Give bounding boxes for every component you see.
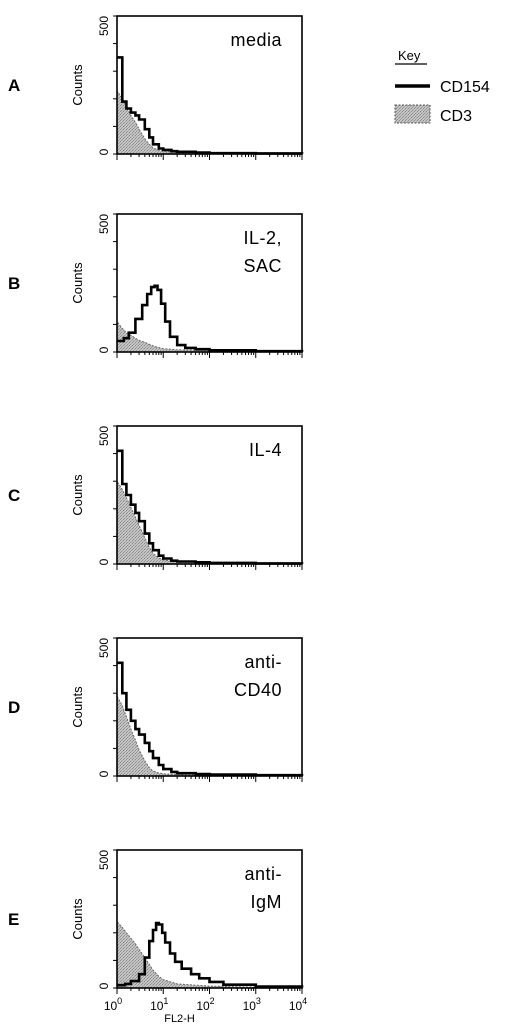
y-tick-label-max: 500 [97,16,111,36]
y-axis-label: Counts [70,686,85,728]
condition-label: IL-4 [249,440,282,460]
condition-label: CD40 [234,680,282,700]
x-tick-label: 101 [150,996,168,1013]
plot-frame [116,425,303,565]
panel-c: C Counts 500 0 IL-4 [8,425,304,570]
key-legend: Key CD154 CD3 [394,48,490,125]
key-cd154-label: CD154 [440,79,490,96]
key-cd3-label: CD3 [440,108,472,125]
condition-label: anti- [244,864,282,884]
x-axis-label: FL2-H [164,1013,195,1025]
condition-label: SAC [243,256,282,276]
panel-b: B Counts 500 0 IL-2, SAC [8,213,304,358]
y-tick-label-max: 500 [97,426,111,446]
series-cd3-area [116,479,303,565]
panel-letter: C [8,486,20,505]
series-cd154-line [117,661,304,777]
y-tick-label-min: 0 [97,770,111,777]
y-tick-label-max: 500 [97,214,111,234]
condition-label: IL-2, [243,228,282,248]
y-axis-label: Counts [70,474,85,516]
y-tick-label-min: 0 [97,558,111,565]
panel-letter: D [8,698,20,717]
panel-letter: E [8,910,19,929]
histogram-panels: A Counts 500 0 media B Counts 500 0 IL-2, SAC C Coun… [8,15,307,1025]
condition-label: IgM [250,892,282,912]
panel-letter: B [8,274,20,293]
x-tick-label: 100 [104,996,122,1013]
panel-e: E Counts 500 0 anti- IgM 100 101 102 103 104 FL2-H [8,849,307,1025]
x-tick-label: 103 [243,996,261,1013]
y-axis-label: Counts [70,898,85,940]
plot-frame [116,849,303,989]
key-title: Key [398,48,421,63]
plot-frame [116,637,303,777]
x-tick-label: 104 [289,996,307,1013]
series-cd154-line [117,921,304,988]
condition-label: anti- [244,652,282,672]
series-cd3-area [116,320,303,353]
y-tick-label-min: 0 [97,148,111,155]
condition-label: media [230,30,282,50]
panel-d: D Counts 500 0 anti- CD40 [8,637,304,782]
panel-a: A Counts 500 0 media [8,15,304,160]
y-axis-label: Counts [70,64,85,106]
y-tick-label-min: 0 [97,346,111,353]
x-tick-label: 102 [196,996,214,1013]
plot-frame [116,213,303,353]
series-cd154-line [117,56,304,155]
panel-letter: A [8,76,20,95]
series-cd154-line [117,449,304,565]
key-cd3-swatch [394,104,431,124]
y-tick-label-min: 0 [97,982,111,989]
y-tick-label-max: 500 [97,638,111,658]
y-tick-label-max: 500 [97,850,111,870]
plot-frame [116,15,303,155]
y-axis-label: Counts [70,262,85,304]
series-cd154-line [117,284,304,353]
